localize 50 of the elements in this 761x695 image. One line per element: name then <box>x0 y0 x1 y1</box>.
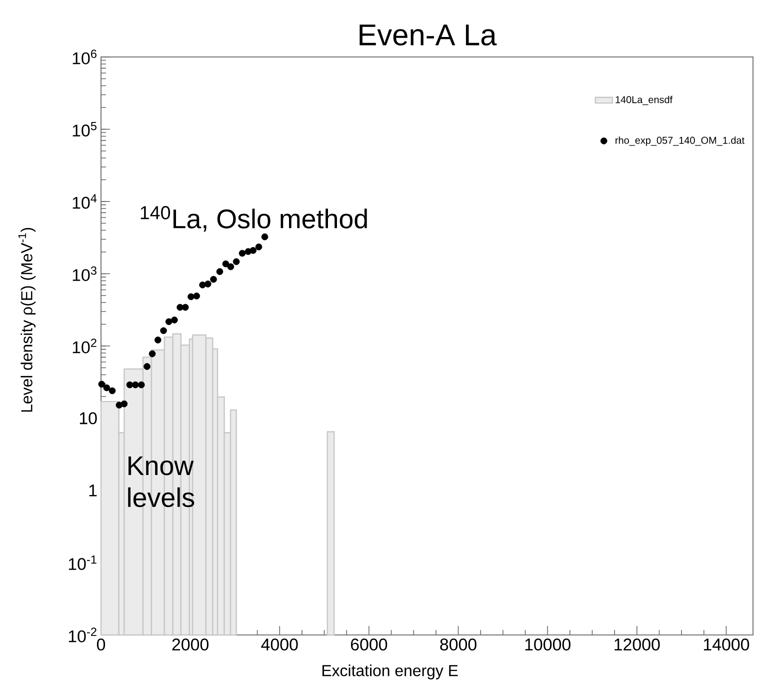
x-tick-label: 4000 <box>261 638 298 651</box>
chart-title: Even-A La <box>360 24 497 46</box>
point <box>182 304 189 311</box>
point <box>216 268 224 276</box>
y-tick-label: 10$^{2}$ <box>72 338 96 354</box>
point <box>148 350 156 358</box>
point <box>222 260 230 268</box>
x-tick-label: 10000 <box>525 638 570 651</box>
annotation: $^{140}$La, Oslo method <box>140 206 367 232</box>
y-tick-label: 10$^{-2}$ <box>68 628 96 642</box>
x-tick-label: 8000 <box>440 638 476 651</box>
y-tick-label: 10$^{3}$ <box>72 266 96 282</box>
point <box>103 384 110 392</box>
x-tick-label: 2000 <box>172 638 208 651</box>
point <box>227 263 234 270</box>
x-tick-label: 14000 <box>704 638 750 651</box>
point <box>120 400 128 408</box>
y-tick-label: 10$^{5}$ <box>72 122 96 137</box>
legend-label: 140La_ensdf <box>616 96 673 106</box>
point <box>210 276 217 283</box>
point <box>204 280 212 288</box>
point <box>126 381 134 388</box>
point <box>171 316 178 324</box>
x-tick-label: 12000 <box>614 638 660 651</box>
y-tick-label: 10$^{4}$ <box>72 194 97 209</box>
point <box>232 258 240 266</box>
point <box>160 327 167 334</box>
point <box>165 318 172 326</box>
point <box>132 381 139 388</box>
point <box>144 363 150 370</box>
point <box>255 244 262 250</box>
point <box>98 380 106 388</box>
y-axis-title: Level density ρ(E) (MeV$^{-1}$) <box>18 228 36 412</box>
point <box>188 293 194 300</box>
point <box>193 292 200 300</box>
x-tick-label: 6000 <box>350 638 388 651</box>
point <box>261 233 268 240</box>
y-tick-label: 1 <box>89 484 97 496</box>
point <box>238 250 246 257</box>
annotation: Know levels <box>128 456 194 508</box>
point <box>138 381 145 388</box>
point <box>250 247 257 254</box>
y-tick-label: 10 <box>80 412 97 424</box>
x-tick-label: 0 <box>96 638 106 651</box>
legend-label: rho_exp_057_140_OM_1.dat <box>616 136 744 146</box>
x-axis-title: Excitation energy E <box>322 664 458 680</box>
y-tick-label: 10$^{6}$ <box>72 50 96 64</box>
point <box>108 387 116 394</box>
y-tick-label: 10$^{-1}$ <box>68 555 96 570</box>
point <box>154 336 162 344</box>
